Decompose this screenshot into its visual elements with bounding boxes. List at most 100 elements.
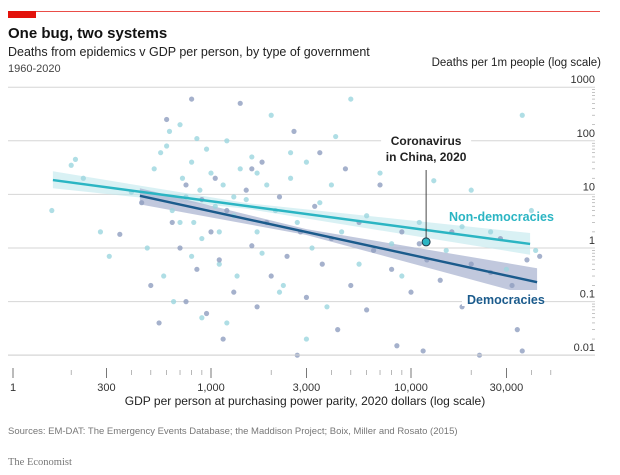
x-tick-label: 1,000 (197, 382, 225, 394)
non-democracy-point (158, 150, 164, 156)
chart-title: One bug, two systems (8, 25, 167, 42)
non-democracy-point (348, 96, 354, 102)
democracy-point (284, 253, 290, 259)
x-tick-label: 30,000 (490, 382, 524, 394)
non-democracy-point (72, 156, 79, 162)
non-democracy-point (459, 224, 465, 230)
non-democracy-point (519, 112, 525, 118)
democracy-point (394, 343, 400, 349)
non-democracy-point (443, 247, 449, 254)
democracy-point (420, 348, 426, 354)
legend-non-democracies: Non-democracies (449, 210, 554, 224)
coronavirus-china-point (421, 237, 431, 247)
democracy-point (216, 257, 222, 263)
democracy-point (399, 229, 405, 235)
non-democracy-point (199, 315, 205, 321)
democracy-point (224, 207, 230, 214)
democracy-point (377, 182, 383, 188)
non-democracy-point (179, 175, 186, 181)
non-democracy-point (203, 146, 210, 152)
non-democracy-point (194, 135, 200, 142)
chart-subtitle: Deaths from epidemics v GDP per person, … (8, 45, 370, 59)
non-democracy-point (216, 229, 222, 235)
democracy-point (231, 289, 237, 295)
democracy-point (468, 261, 474, 267)
non-democracy-point (259, 250, 265, 256)
non-democracy-point (487, 229, 494, 235)
non-democracy-point (224, 138, 230, 144)
non-democracy-point (303, 159, 310, 165)
democracy-point (183, 299, 189, 305)
non-democracy-point (333, 133, 339, 140)
legend-democracies: Democracies (467, 293, 545, 307)
non-democracy-point (164, 143, 170, 149)
non-democracy-point (243, 196, 249, 203)
non-democracy-point (264, 182, 270, 188)
democracy-point (249, 243, 255, 249)
democracy-point (348, 282, 354, 289)
democracy-point (342, 166, 349, 172)
democracy-point (156, 320, 162, 326)
non-democracy-point (208, 170, 214, 176)
democracy-point (220, 336, 226, 342)
democracy-point (437, 277, 443, 283)
non-democracy-point (189, 253, 195, 259)
y-tick-label: 100 (577, 128, 595, 140)
non-democracy-point (220, 182, 226, 188)
democracy-point (276, 194, 283, 200)
democracy-point (364, 307, 370, 313)
non-democracy-point (166, 128, 173, 134)
non-democracy-point (177, 122, 183, 128)
non-democracy-point (212, 203, 218, 209)
non-democracy-point (276, 289, 283, 295)
democracy-point (319, 261, 325, 267)
label-background (462, 290, 544, 306)
democracy-point (254, 304, 260, 310)
democracy-point (183, 182, 189, 188)
democracy-point (312, 203, 318, 209)
democracy-point (237, 100, 243, 106)
democracy-point (291, 128, 297, 134)
non-democracy-point (431, 178, 437, 184)
x-tick-label: 3,000 (293, 382, 321, 394)
y-tick-label: 0.01 (574, 342, 595, 354)
non-democracy-point (254, 170, 260, 176)
y-tick-label: 1 (589, 235, 595, 247)
non-democracy-point (249, 154, 255, 160)
non-democracy-point (97, 229, 104, 235)
democracies-confidence-band (139, 188, 538, 298)
democracy-point (408, 289, 414, 295)
non-democracy-point (177, 219, 183, 226)
democracy-point (189, 96, 195, 102)
non-democracy-point (169, 207, 175, 214)
non-democracy-point (68, 162, 74, 168)
democracy-point (139, 200, 145, 206)
democracy-point (335, 327, 341, 333)
democracy-point (208, 229, 214, 235)
non-democracy-point (191, 219, 197, 226)
democracy-point (514, 327, 520, 333)
y-tick-label: 10 (583, 181, 595, 193)
non-democracy-point (324, 304, 330, 310)
non-democracy-point (533, 247, 539, 254)
non-democracies-trend-line (52, 178, 531, 246)
non-democracy-point (503, 266, 510, 272)
non-democracy-point (528, 207, 535, 214)
chart-period: 1960-2020 (8, 63, 61, 75)
democracy-point (389, 266, 395, 272)
economist-logo: The Economist (8, 457, 72, 468)
annotation-label: Coronavirus (391, 134, 462, 148)
annotation-label-2: in China, 2020 (386, 150, 467, 164)
non-democracy-point (468, 187, 474, 193)
non-democracy-point (216, 261, 222, 267)
sources-note: Sources: EM-DAT: The Emergency Events Da… (8, 426, 458, 437)
non-democracy-point (303, 336, 310, 342)
non-democracy-point (309, 245, 315, 251)
democracy-point (537, 253, 543, 259)
x-axis-title: GDP per person at purchasing power parit… (125, 394, 485, 408)
democracy-point (416, 241, 422, 247)
democracy-point (524, 257, 530, 263)
democracy-point (117, 231, 123, 237)
democracy-point (268, 273, 274, 279)
